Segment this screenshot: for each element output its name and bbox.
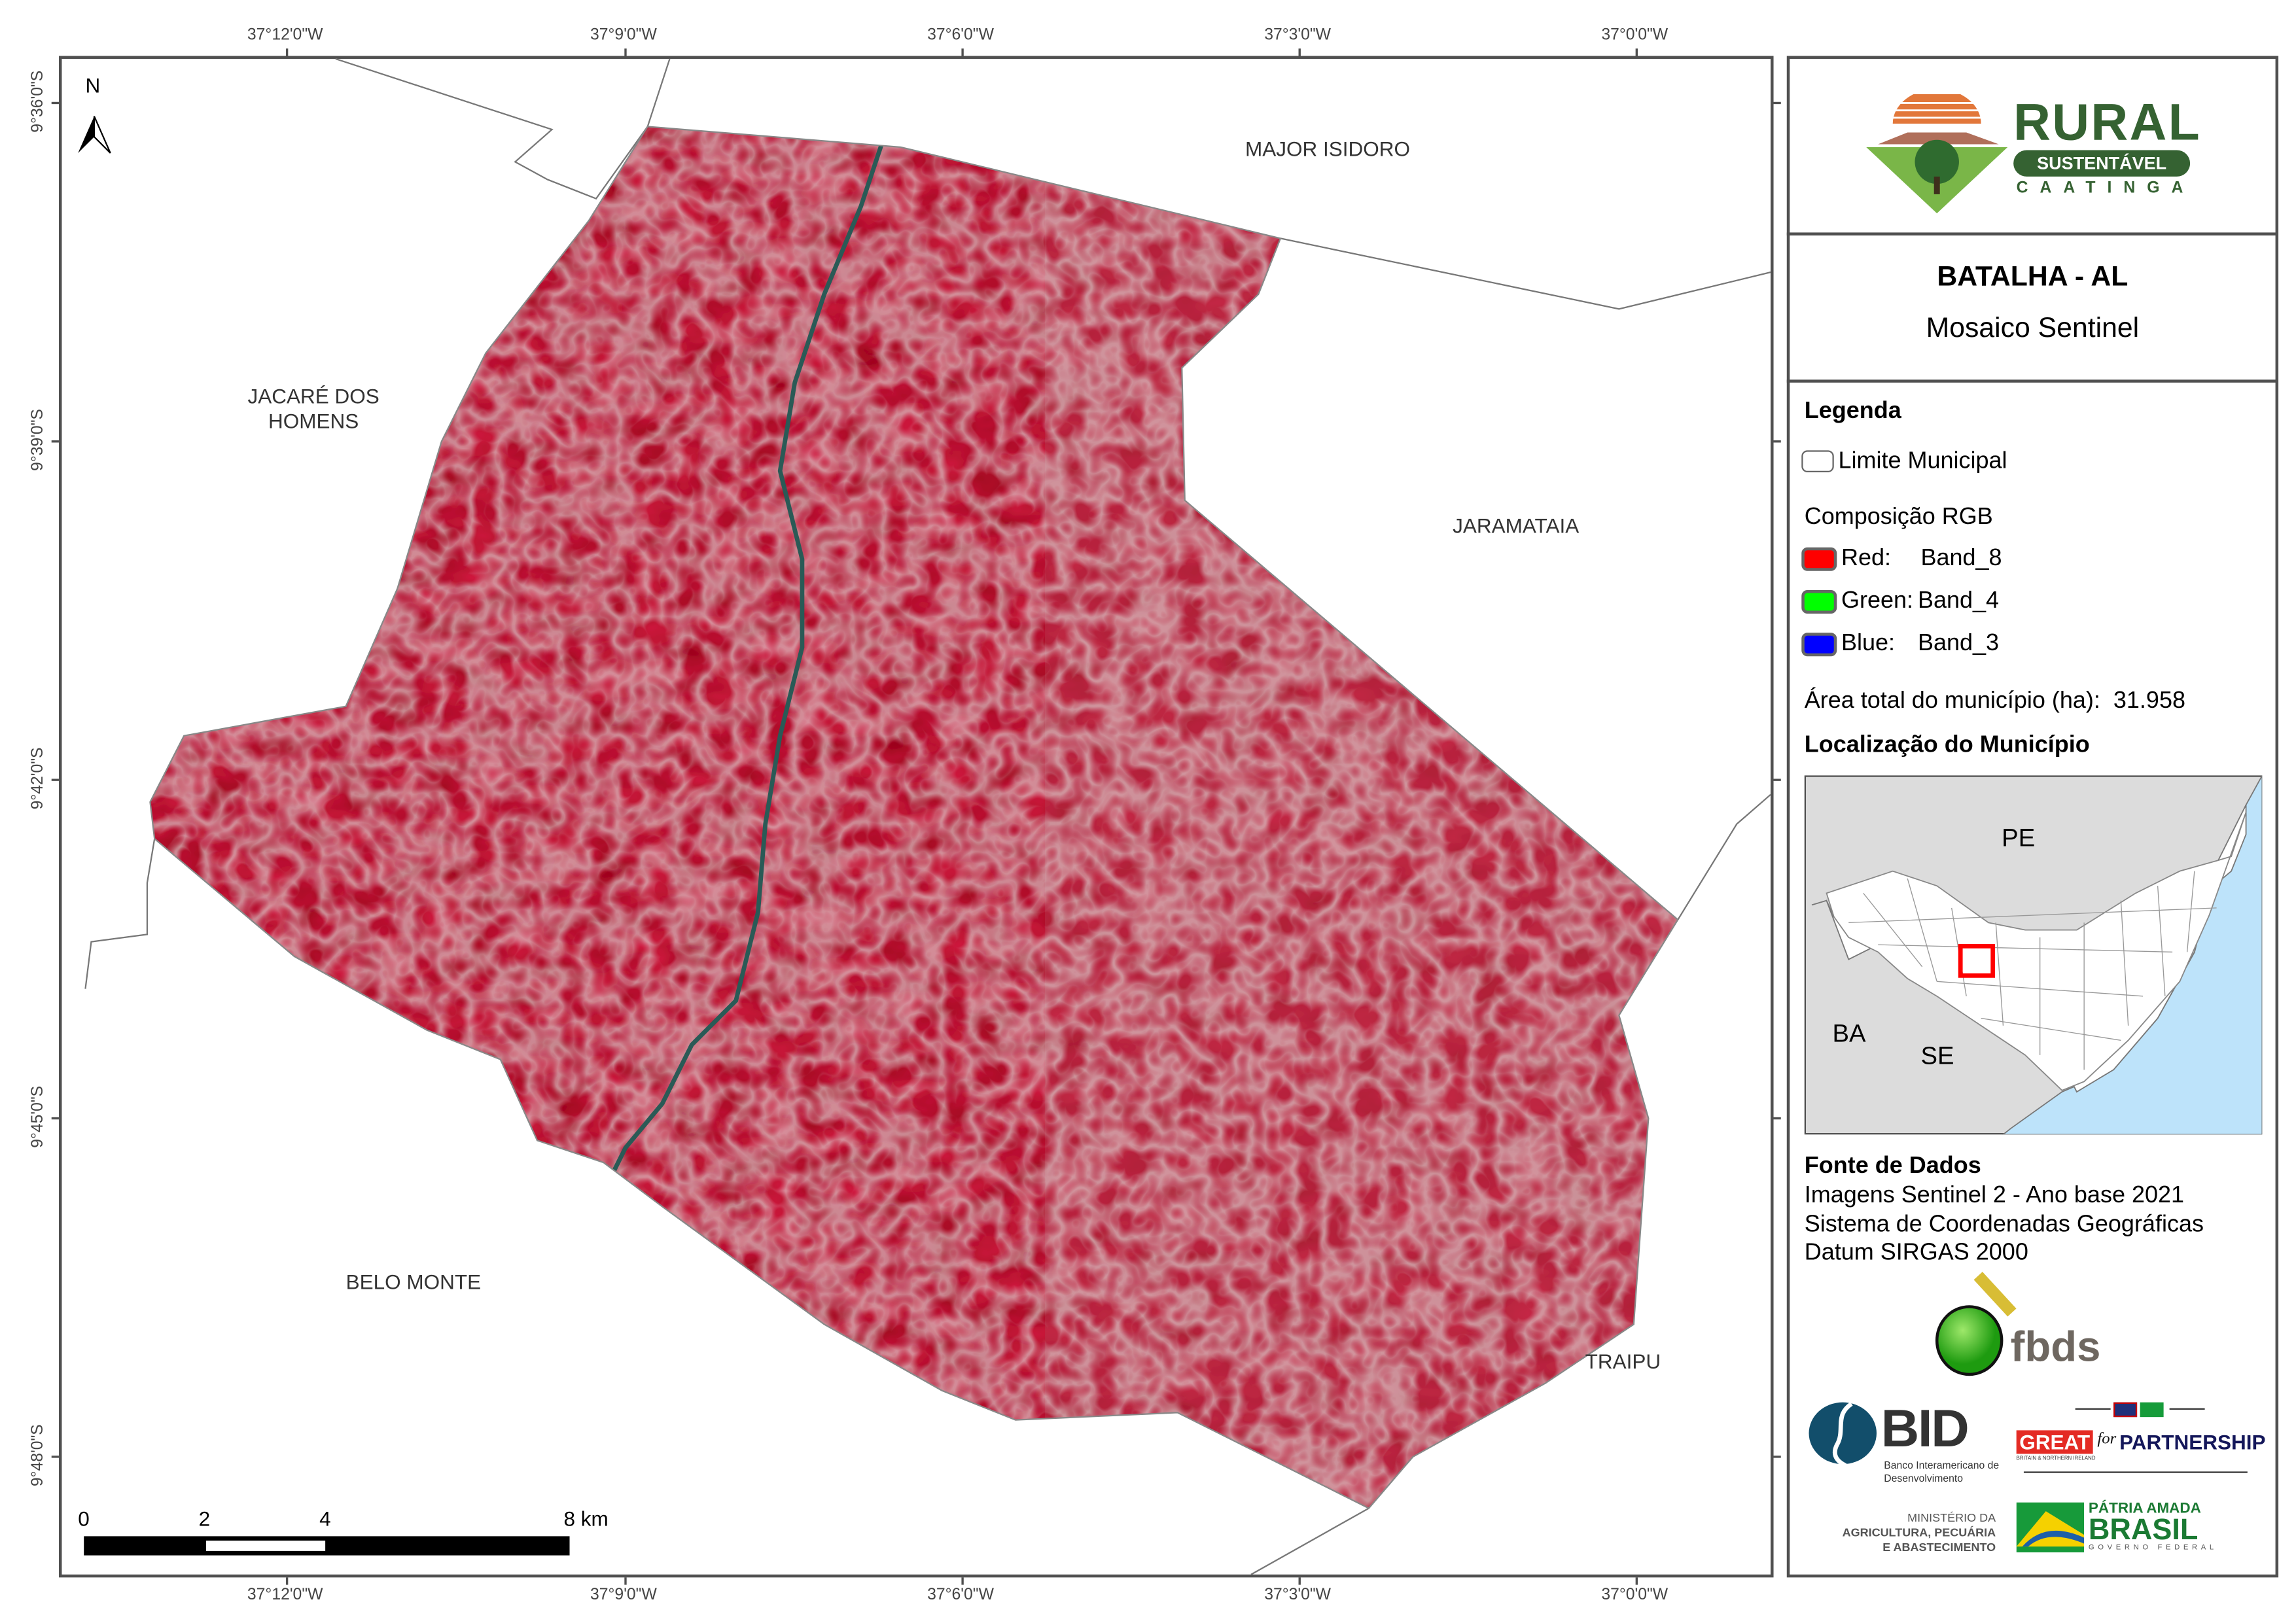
source-line: Sistema de Coordenadas Geográficas [1804, 1212, 2204, 1238]
brazil-flag-icon [2140, 1402, 2164, 1418]
brasil-line2: BRASIL [2088, 1514, 2199, 1547]
lon-tick-bottom: 37°12'0"W [247, 1586, 323, 1604]
divider [2169, 1408, 2205, 1410]
band-channel: Blue: [1841, 631, 1896, 657]
scale-label: 2 [198, 1507, 211, 1531]
divider [2075, 1408, 2111, 1410]
boundary-label: Limite Municipal [1838, 449, 2007, 474]
band-name: Band_4 [1917, 588, 2000, 614]
sentinel-mosaic [150, 126, 1678, 1509]
band-name: Band_8 [1920, 546, 2002, 571]
lat-tick: 9°42'0"S [29, 747, 47, 810]
rural-logo-title: RURAL [2013, 94, 2201, 152]
band-channel: Red: [1841, 546, 1892, 571]
ministry-line: E ABASTECIMENTO [1882, 1541, 1996, 1554]
lon-tick-top: 37°12'0"W [247, 26, 323, 44]
label-jacare-dos-homens: JACARÉ DOS HOMENS [243, 384, 384, 434]
neighbor-boundaries [84, 58, 1771, 1575]
bid-logo-icon [1809, 1402, 1877, 1466]
divider [1786, 379, 2277, 383]
lat-tick: 9°48'0"S [29, 1424, 47, 1487]
lon-tick-bottom: 37°6'0"W [927, 1586, 994, 1604]
great-sub: BRITAIN & NORTHERN IRELAND [2016, 1455, 2096, 1461]
rural-logo-tagline: CAATINGA [2016, 179, 2195, 198]
info-panel [1786, 56, 2279, 1578]
inset-label-se: SE [1920, 1041, 1954, 1070]
legend-heading: Legenda [1804, 398, 1901, 424]
fbds-text: fbds [2010, 1324, 2101, 1372]
source-line: Datum SIRGAS 2000 [1804, 1240, 2028, 1266]
divider [1786, 232, 2277, 236]
river [609, 139, 885, 1179]
scale-label: 8 km [563, 1507, 609, 1531]
location-heading: Localização do Município [1804, 733, 2090, 758]
band-name: Band_3 [1917, 631, 2000, 657]
rural-sustentavel-logo [1866, 94, 2008, 214]
sources-heading: Fonte de Dados [1804, 1153, 1981, 1179]
brasil-line3: GOVERNO FEDERAL [2088, 1543, 2217, 1553]
batalha-highlight [1958, 943, 1996, 978]
ministry-text: MINISTÉRIO DA AGRICULTURA, PECUÁRIA E AB… [1819, 1511, 1996, 1555]
great-badge: GREAT [2016, 1430, 2093, 1454]
legend-boundary: Limite Municipal [1801, 449, 2007, 475]
scale-label: 4 [319, 1507, 331, 1531]
ministry-line: MINISTÉRIO DA [1907, 1511, 1996, 1525]
location-inset-map [1804, 775, 2263, 1135]
inset-label-pe: PE [2002, 824, 2036, 852]
great-partnership: PARTNERSHIP [2119, 1430, 2266, 1454]
great-for: for [2097, 1430, 2117, 1448]
area-value: 31.958 [2113, 688, 2185, 714]
label-traipu: TRAIPU [1585, 1349, 1661, 1373]
area-label: Área total do município (ha): [1804, 688, 2100, 714]
north-arrow-icon [78, 116, 111, 154]
map-title: BATALHA - AL [1937, 262, 2128, 293]
rgb-heading: Composição RGB [1804, 504, 1993, 530]
lon-tick-bottom: 37°3'0"W [1264, 1586, 1332, 1604]
blue-swatch [1801, 632, 1837, 656]
municipal-boundary [149, 126, 1679, 1510]
lon-tick-top: 37°9'0"W [590, 26, 657, 44]
scale-label: 0 [78, 1507, 90, 1531]
lon-tick-top: 37°6'0"W [927, 26, 994, 44]
lat-tick: 9°36'0"S [29, 70, 47, 133]
lon-tick-top: 37°0'0"W [1601, 26, 1669, 44]
rural-logo-subtitle: SUSTENTÁVEL [2013, 150, 2191, 177]
north-label: N [85, 73, 101, 97]
brasil-flag-logo [2016, 1502, 2085, 1553]
divider [2023, 1471, 2248, 1473]
brasil-line1: PÁTRIA AMADA [2088, 1501, 2201, 1518]
legend-band-red: Red: Band_8 [1801, 546, 2002, 572]
label-jaramataia: JARAMATAIA [1453, 514, 1580, 538]
map-frame [58, 56, 1774, 1578]
lat-tick: 9°45'0"S [29, 1085, 47, 1148]
boundary-swatch [1801, 450, 1834, 473]
source-line: Imagens Sentinel 2 - Ano base 2021 [1804, 1183, 2185, 1208]
band-channel: Green: [1841, 588, 1914, 614]
legend-band-blue: Blue: Band_3 [1801, 631, 1999, 657]
label-major-isidoro: MAJOR ISIDORO [1245, 137, 1410, 161]
bid-subtitle: Banco Interamericano de Desenvolvimento [1884, 1461, 2000, 1485]
fbds-logo [1935, 1272, 2017, 1376]
lon-tick-top: 37°3'0"W [1264, 26, 1332, 44]
flags-row [2075, 1401, 2208, 1418]
lat-tick: 9°39'0"S [29, 409, 47, 472]
label-belo-monte: BELO MONTE [345, 1270, 482, 1294]
label-jacare-line2: HOMENS [268, 409, 359, 433]
bid-text: BID [1881, 1397, 1969, 1459]
legend-band-green: Green: Band_4 [1801, 589, 1999, 615]
inset-label-ba: BA [1832, 1019, 1866, 1048]
area-row: Área total do município (ha): 31.958 [1805, 689, 2185, 715]
graticule-ticks [51, 48, 1781, 1585]
ministry-line: AGRICULTURA, PECUÁRIA [1842, 1526, 1996, 1539]
red-swatch [1801, 547, 1837, 571]
scale-bar [84, 1536, 570, 1556]
lon-tick-bottom: 37°0'0"W [1601, 1586, 1669, 1604]
uk-flag-icon [2113, 1402, 2138, 1418]
label-jacare-line1: JACARÉ DOS [247, 384, 380, 408]
map-subtitle: Mosaico Sentinel [1926, 313, 2140, 345]
lon-tick-bottom: 37°9'0"W [590, 1586, 657, 1604]
green-swatch [1801, 589, 1837, 614]
